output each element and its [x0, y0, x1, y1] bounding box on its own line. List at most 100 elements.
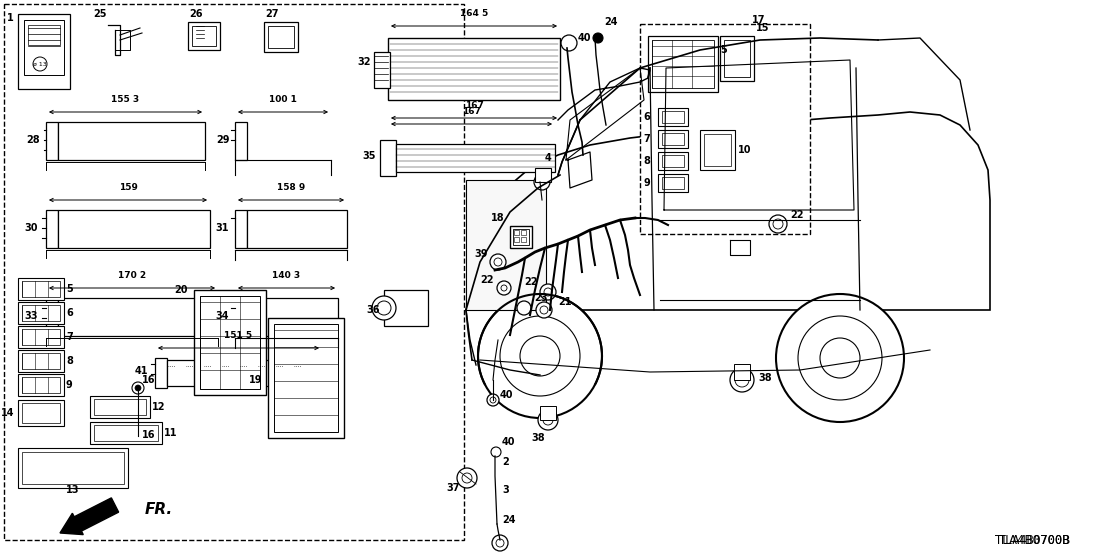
- Circle shape: [488, 394, 499, 406]
- Bar: [18, 400, 64, 426]
- Text: 167: 167: [464, 101, 483, 110]
- Text: 34: 34: [215, 311, 229, 321]
- Circle shape: [561, 35, 577, 51]
- Text: TLA4B0700B: TLA4B0700B: [995, 534, 1070, 546]
- Circle shape: [501, 285, 507, 291]
- Circle shape: [33, 57, 47, 71]
- Bar: [733, 364, 750, 380]
- Text: 22: 22: [481, 275, 494, 285]
- Bar: [661, 177, 684, 189]
- Bar: [18, 374, 64, 396]
- Circle shape: [730, 368, 755, 392]
- Bar: [720, 36, 755, 81]
- Bar: [188, 22, 220, 50]
- Text: 20: 20: [174, 285, 188, 295]
- Bar: [268, 26, 294, 48]
- Circle shape: [490, 397, 496, 403]
- Text: 151 5: 151 5: [225, 331, 253, 340]
- Circle shape: [517, 301, 531, 315]
- Text: 40: 40: [500, 390, 513, 400]
- Bar: [380, 140, 396, 176]
- Text: 4: 4: [545, 153, 552, 163]
- Circle shape: [534, 174, 550, 190]
- Bar: [94, 399, 146, 415]
- Text: 15: 15: [756, 23, 769, 33]
- Bar: [22, 403, 60, 423]
- Circle shape: [372, 296, 396, 320]
- Circle shape: [491, 447, 501, 457]
- Text: 40: 40: [502, 437, 515, 447]
- Circle shape: [540, 306, 548, 314]
- Circle shape: [776, 294, 904, 422]
- Circle shape: [490, 254, 506, 270]
- Text: 7: 7: [66, 332, 73, 342]
- Bar: [90, 396, 150, 418]
- Circle shape: [494, 258, 502, 266]
- Text: 11: 11: [164, 428, 177, 438]
- Bar: [18, 14, 70, 89]
- Circle shape: [496, 539, 504, 547]
- Text: 3: 3: [502, 485, 509, 495]
- Bar: [235, 298, 247, 336]
- Bar: [22, 305, 60, 321]
- Bar: [58, 298, 218, 336]
- Text: 17: 17: [752, 15, 766, 25]
- Text: 35: 35: [362, 151, 376, 161]
- Circle shape: [544, 288, 552, 296]
- Bar: [47, 210, 58, 248]
- Bar: [264, 22, 298, 52]
- Text: 6: 6: [66, 308, 73, 318]
- Bar: [235, 210, 247, 248]
- Text: 19: 19: [248, 375, 261, 385]
- Bar: [167, 360, 322, 386]
- Text: ø 13: ø 13: [33, 61, 47, 66]
- Circle shape: [798, 316, 882, 400]
- Bar: [661, 111, 684, 123]
- Bar: [155, 358, 167, 388]
- Bar: [192, 26, 216, 46]
- Text: 41: 41: [134, 366, 148, 376]
- Bar: [58, 122, 205, 160]
- Bar: [514, 237, 519, 242]
- Bar: [58, 210, 211, 248]
- Bar: [724, 40, 750, 77]
- Text: FR.: FR.: [145, 502, 173, 517]
- Text: 24: 24: [604, 17, 617, 27]
- Circle shape: [820, 338, 860, 378]
- Circle shape: [769, 215, 787, 233]
- FancyArrow shape: [60, 498, 119, 535]
- Bar: [22, 281, 60, 297]
- Circle shape: [462, 473, 472, 483]
- Text: 24: 24: [502, 515, 515, 525]
- Circle shape: [135, 385, 141, 391]
- Bar: [521, 230, 526, 235]
- Text: 26: 26: [189, 9, 203, 19]
- Bar: [540, 406, 556, 420]
- Bar: [514, 230, 519, 235]
- Bar: [384, 290, 428, 326]
- Text: 8: 8: [643, 156, 650, 166]
- Bar: [661, 155, 684, 167]
- Bar: [396, 144, 555, 172]
- Text: 38: 38: [531, 433, 545, 443]
- Bar: [247, 210, 347, 248]
- Circle shape: [497, 281, 511, 295]
- Bar: [375, 52, 390, 88]
- Bar: [18, 448, 129, 488]
- Bar: [704, 134, 731, 166]
- Circle shape: [543, 415, 553, 425]
- Bar: [658, 174, 688, 192]
- Bar: [90, 422, 162, 444]
- Text: 164 5: 164 5: [460, 9, 489, 18]
- Text: 28: 28: [27, 135, 40, 145]
- Bar: [640, 24, 810, 234]
- Text: 16: 16: [142, 375, 155, 385]
- Text: 21: 21: [558, 297, 572, 307]
- Bar: [47, 298, 58, 336]
- Text: 6: 6: [644, 112, 650, 122]
- Bar: [4, 4, 464, 540]
- Text: 140 3: 140 3: [273, 271, 300, 280]
- Bar: [648, 36, 718, 92]
- Bar: [466, 180, 546, 310]
- Bar: [28, 25, 60, 45]
